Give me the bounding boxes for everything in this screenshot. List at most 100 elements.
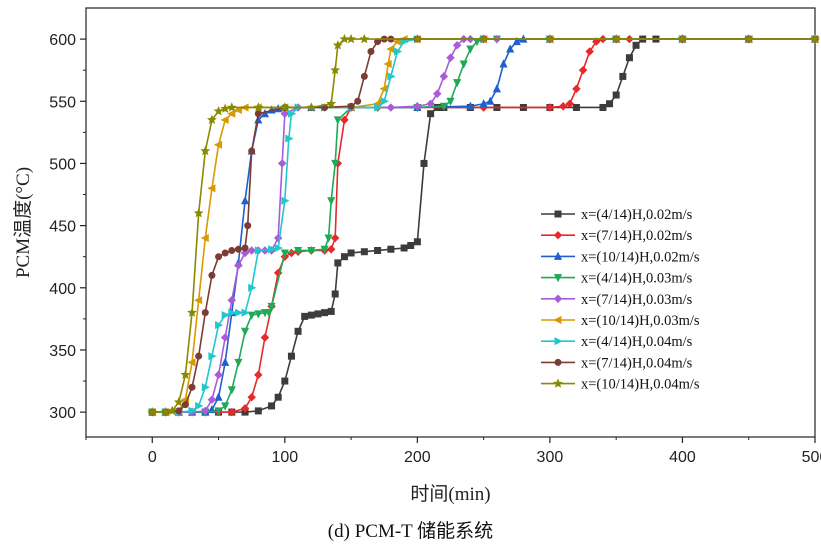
data-point bbox=[214, 370, 223, 380]
data-point bbox=[330, 233, 340, 243]
data-point bbox=[187, 307, 197, 317]
data-point bbox=[499, 59, 508, 68]
series-line bbox=[152, 38, 815, 413]
data-point bbox=[478, 33, 489, 44]
data-point bbox=[228, 308, 237, 317]
data-point bbox=[619, 72, 627, 80]
data-point bbox=[354, 97, 362, 105]
data-point bbox=[201, 406, 210, 416]
data-point bbox=[453, 79, 462, 88]
data-point bbox=[294, 327, 302, 335]
data-point bbox=[264, 309, 273, 318]
data-point bbox=[234, 358, 243, 368]
series-line bbox=[152, 38, 815, 413]
data-point bbox=[606, 100, 614, 108]
x-tick-label: 200 bbox=[404, 449, 431, 466]
x-tick-label: 400 bbox=[669, 449, 696, 466]
legend-item: x=(7/14)H,0.02m/s bbox=[541, 228, 693, 244]
data-point bbox=[214, 392, 223, 401]
legend-marker bbox=[553, 378, 563, 388]
data-point bbox=[420, 159, 428, 167]
data-point bbox=[207, 395, 217, 404]
data-point bbox=[221, 357, 230, 366]
data-point bbox=[625, 54, 633, 62]
data-point bbox=[400, 244, 408, 252]
data-point bbox=[213, 140, 223, 149]
data-point bbox=[331, 290, 339, 298]
data-point bbox=[260, 333, 270, 342]
data-point bbox=[544, 33, 555, 44]
data-point bbox=[253, 102, 264, 112]
legend-item: x=(10/14)H,0.04m/s bbox=[541, 377, 700, 393]
data-point bbox=[327, 197, 336, 206]
legend-marker bbox=[554, 210, 562, 218]
data-point bbox=[330, 64, 341, 75]
data-point bbox=[201, 309, 209, 317]
data-point bbox=[221, 249, 229, 257]
y-tick-label: 500 bbox=[49, 156, 76, 173]
data-point bbox=[585, 47, 594, 56]
data-point bbox=[226, 102, 237, 112]
series-line bbox=[152, 38, 815, 413]
legend-label: x=(10/14)H,0.04m/s bbox=[581, 377, 700, 393]
data-point bbox=[273, 233, 283, 243]
legend-label: x=(4/14)H,0.04m/s bbox=[581, 334, 693, 350]
data-point bbox=[572, 103, 580, 111]
data-point bbox=[565, 99, 575, 108]
data-point bbox=[446, 97, 455, 106]
legend-item: x=(4/14)H,0.03m/s bbox=[541, 271, 693, 287]
data-point bbox=[277, 159, 287, 168]
data-point bbox=[326, 98, 337, 108]
data-point bbox=[208, 271, 216, 279]
data-point bbox=[307, 311, 315, 319]
data-point bbox=[492, 84, 501, 93]
data-point bbox=[221, 311, 230, 320]
data-point bbox=[347, 102, 355, 110]
data-point bbox=[240, 404, 250, 413]
legend-item: x=(7/14)H,0.04m/s bbox=[541, 355, 693, 371]
data-point bbox=[360, 248, 368, 256]
data-point bbox=[160, 406, 171, 417]
data-point bbox=[427, 110, 435, 118]
legend-marker bbox=[553, 294, 563, 304]
data-point bbox=[334, 259, 342, 267]
data-point bbox=[241, 308, 250, 317]
data-point bbox=[346, 33, 357, 44]
data-point bbox=[213, 106, 224, 116]
data-point bbox=[383, 59, 392, 69]
data-point bbox=[215, 321, 224, 330]
data-point bbox=[558, 102, 568, 111]
data-point bbox=[452, 41, 462, 50]
data-point bbox=[214, 407, 223, 416]
data-point bbox=[393, 47, 403, 56]
data-point bbox=[281, 377, 289, 385]
data-point bbox=[439, 72, 449, 81]
data-point bbox=[195, 352, 203, 360]
x-tick-label: 300 bbox=[537, 449, 564, 466]
data-point bbox=[173, 396, 184, 407]
data-point bbox=[413, 238, 421, 246]
data-point bbox=[254, 370, 263, 380]
data-point bbox=[611, 33, 622, 44]
data-point bbox=[307, 246, 316, 256]
series-line bbox=[152, 38, 815, 413]
data-point bbox=[200, 233, 209, 243]
legend-marker bbox=[554, 358, 562, 366]
data-point bbox=[147, 406, 158, 417]
data-point bbox=[347, 249, 355, 257]
data-point bbox=[244, 222, 252, 230]
y-tick-label: 450 bbox=[49, 219, 76, 236]
data-point bbox=[324, 234, 333, 243]
legend-item: x=(7/14)H,0.03m/s bbox=[541, 292, 693, 308]
data-point bbox=[387, 72, 396, 81]
data-point bbox=[234, 245, 242, 253]
series-layer bbox=[147, 33, 820, 417]
data-point bbox=[268, 402, 276, 410]
data-point bbox=[247, 311, 256, 320]
data-point bbox=[287, 352, 295, 360]
data-point bbox=[206, 114, 217, 125]
data-point bbox=[193, 296, 203, 305]
data-point bbox=[486, 96, 495, 105]
legend-label: x=(4/14)H,0.02m/s bbox=[581, 207, 693, 223]
